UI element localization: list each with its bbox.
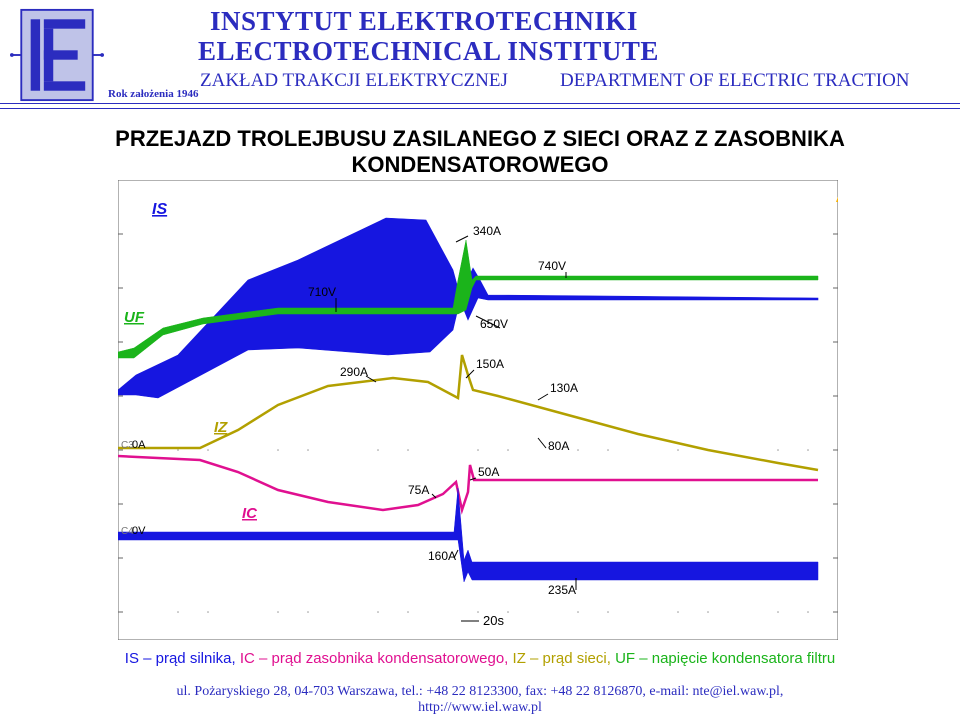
svg-text:160A: 160A [428,549,456,563]
svg-text:290A: 290A [340,365,368,379]
caption-is: IS – prąd silnika, [125,650,240,667]
svg-text:130A: 130A [550,381,578,395]
svg-text:710V: 710V [308,285,336,299]
legend-caption: IS – prąd silnika, IC – prąd zasobnika k… [0,650,960,667]
footer-line2: http://www.iel.waw.pl [0,700,960,716]
founded-year: Rok założenia 1946 [108,88,198,100]
logo [10,8,104,102]
svg-text:UF: UF [124,309,145,326]
svg-text:75A: 75A [408,483,429,497]
dept-en: DEPARTMENT OF ELECTRIC TRACTION [560,70,910,92]
footer-line1: ul. Pożaryskiego 28, 04-703 Warszawa, te… [0,684,960,700]
caption-iz: IZ – prąd sieci, [513,650,616,667]
rule-outer [0,103,960,104]
svg-text:IC: IC [242,505,258,522]
svg-text:IZ: IZ [214,419,228,436]
svg-text:150A: 150A [476,357,504,371]
inst-name-en: ELECTROTECHNICAL INSTITUTE [198,36,659,67]
rule-inner [0,108,960,109]
svg-text:650V: 650V [480,317,508,331]
svg-text:20s: 20s [483,613,504,628]
svg-text:340A: 340A [473,224,501,238]
svg-text:0V: 0V [132,525,146,537]
oscilloscope-chart: IS UF IZ IC 340A 710V 740V 650V 290A 150A 130A 80A 5… [118,180,838,640]
page-title: PRZEJAZD TROLEJBUSU ZASILANEGO Z SIECI O… [0,126,960,179]
title-line2: KONDENSATOROWEGO [351,152,608,177]
svg-text:0A: 0A [132,439,146,451]
svg-text:IS: IS [152,201,167,218]
svg-text:80A: 80A [548,439,569,453]
svg-text:740V: 740V [538,259,566,273]
footer: ul. Pożaryskiego 28, 04-703 Warszawa, te… [0,684,960,716]
caption-uf: UF – napięcie kondensatora filtru [615,650,835,667]
dept-pl: ZAKŁAD TRAKCJI ELEKTRYCZNEJ [200,70,508,92]
inst-name-pl: INSTYTUT ELEKTROTECHNIKI [210,6,638,37]
svg-text:50A: 50A [478,465,499,479]
caption-ic: IC – prąd zasobnika kondensatorowego, [240,650,513,667]
svg-text:235A: 235A [548,583,576,597]
title-line1: PRZEJAZD TROLEJBUSU ZASILANEGO Z SIECI O… [115,126,845,151]
